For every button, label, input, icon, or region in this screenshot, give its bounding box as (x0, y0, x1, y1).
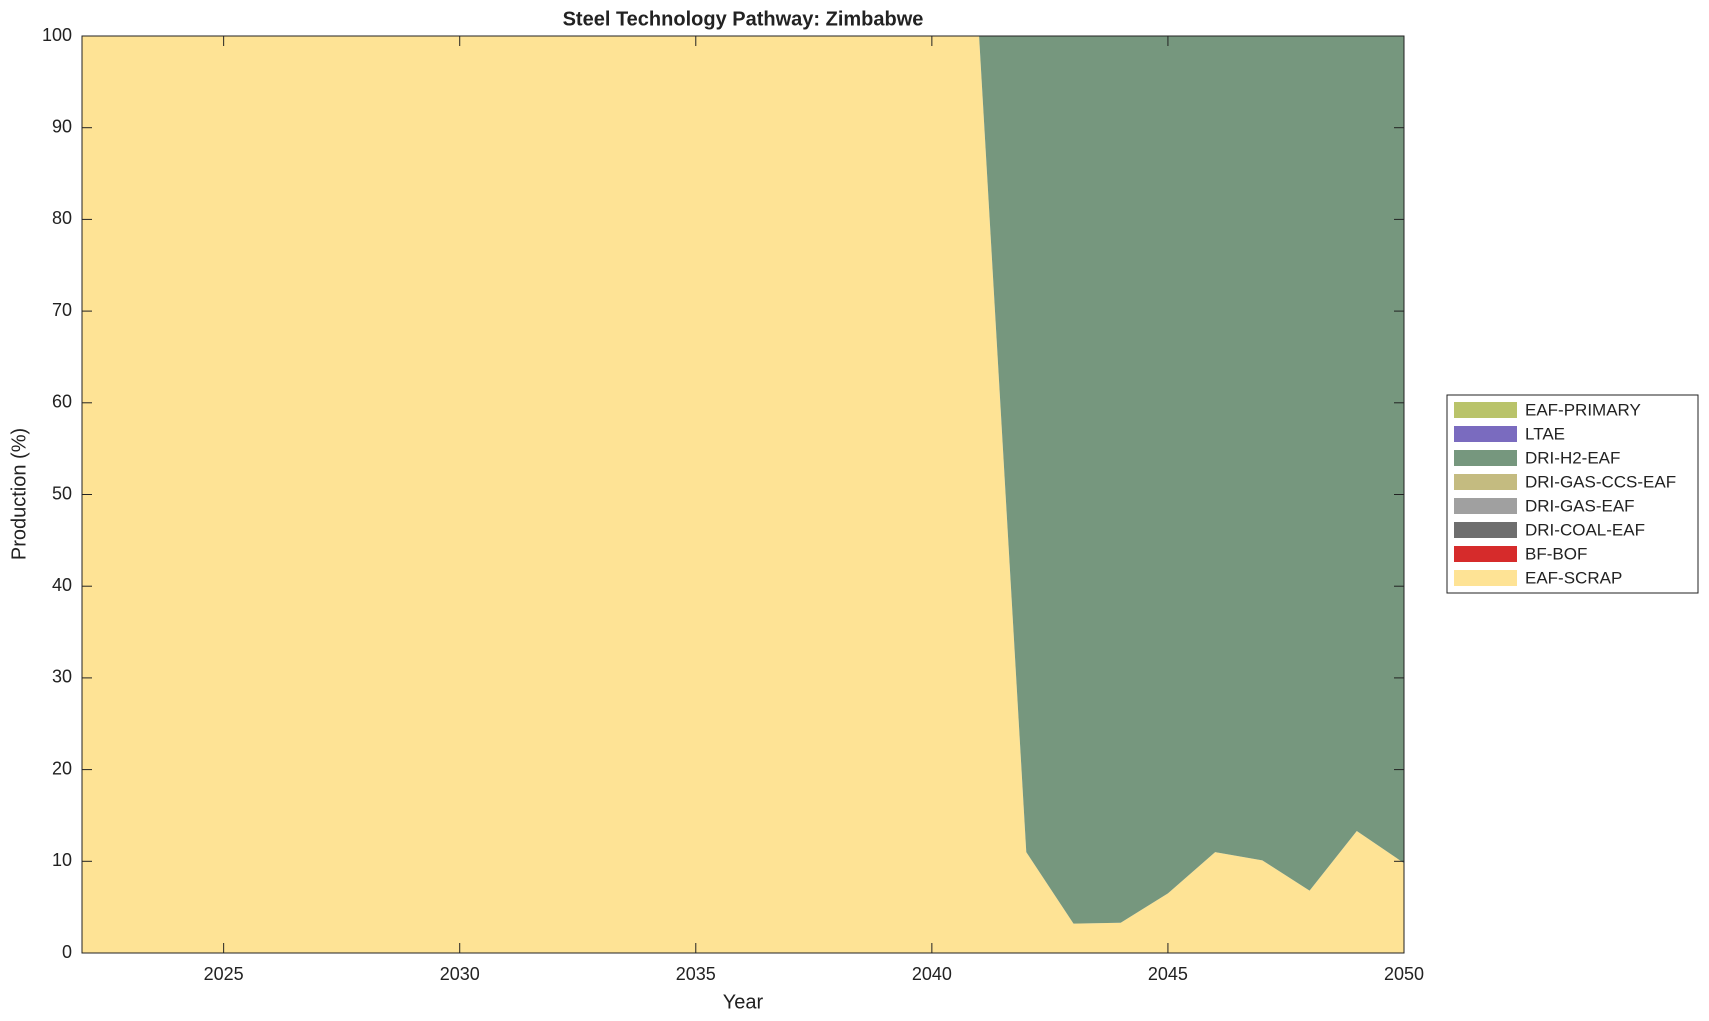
y-tick-label: 30 (52, 667, 72, 687)
y-tick-label: 60 (52, 392, 72, 412)
legend-label: LTAE (1525, 424, 1565, 443)
area (82, 36, 1404, 953)
legend-swatch (1454, 402, 1517, 418)
legend-swatch (1454, 450, 1517, 466)
x-tick-label: 2040 (912, 964, 952, 984)
legend-swatch (1454, 570, 1517, 586)
legend-swatch (1454, 546, 1517, 562)
y-tick-label: 40 (52, 575, 72, 595)
legend-label: EAF-SCRAP (1525, 568, 1622, 587)
legend-swatch (1454, 522, 1517, 538)
legend-swatch (1454, 426, 1517, 442)
x-axis-label: Year (723, 991, 764, 1013)
legend-label: DRI-COAL-EAF (1525, 520, 1645, 539)
y-tick-label: 20 (52, 758, 72, 778)
x-tick-label: 2035 (676, 964, 716, 984)
y-tick-label: 100 (42, 25, 72, 45)
legend-label: BF-BOF (1525, 544, 1587, 563)
legend-swatch (1454, 474, 1517, 490)
y-tick-label: 80 (52, 208, 72, 228)
legend-label: EAF-PRIMARY (1525, 400, 1641, 419)
y-axis-label: Production (%) (8, 428, 30, 560)
legend-label: DRI-GAS-EAF (1525, 496, 1635, 515)
chart-title: Steel Technology Pathway: Zimbabwe (563, 8, 924, 30)
y-tick-label: 70 (52, 300, 72, 320)
legend-label: DRI-H2-EAF (1525, 448, 1620, 467)
y-tick-label: 0 (62, 942, 72, 962)
x-tick-label: 2025 (204, 964, 244, 984)
y-tick-label: 90 (52, 116, 72, 136)
y-tick-label: 50 (52, 483, 72, 503)
x-tick-label: 2050 (1384, 964, 1424, 984)
legend-swatch (1454, 498, 1517, 514)
legend-label: DRI-GAS-CCS-EAF (1525, 472, 1676, 491)
area (82, 36, 1404, 924)
x-tick-label: 2030 (440, 964, 480, 984)
y-tick-label: 10 (52, 850, 72, 870)
x-tick-label: 2045 (1148, 964, 1188, 984)
